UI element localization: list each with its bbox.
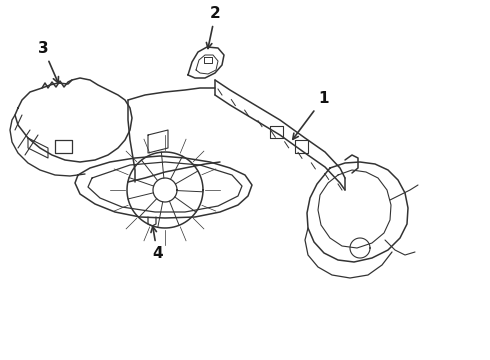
Text: 2: 2 (206, 6, 221, 49)
Text: 4: 4 (151, 226, 163, 261)
Text: 3: 3 (38, 41, 58, 83)
Text: 1: 1 (293, 91, 328, 139)
